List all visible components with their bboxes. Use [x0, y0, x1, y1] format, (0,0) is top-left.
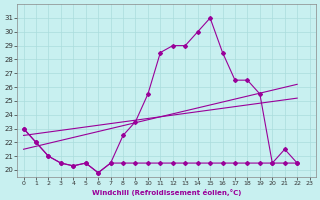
X-axis label: Windchill (Refroidissement éolien,°C): Windchill (Refroidissement éolien,°C)	[92, 189, 241, 196]
